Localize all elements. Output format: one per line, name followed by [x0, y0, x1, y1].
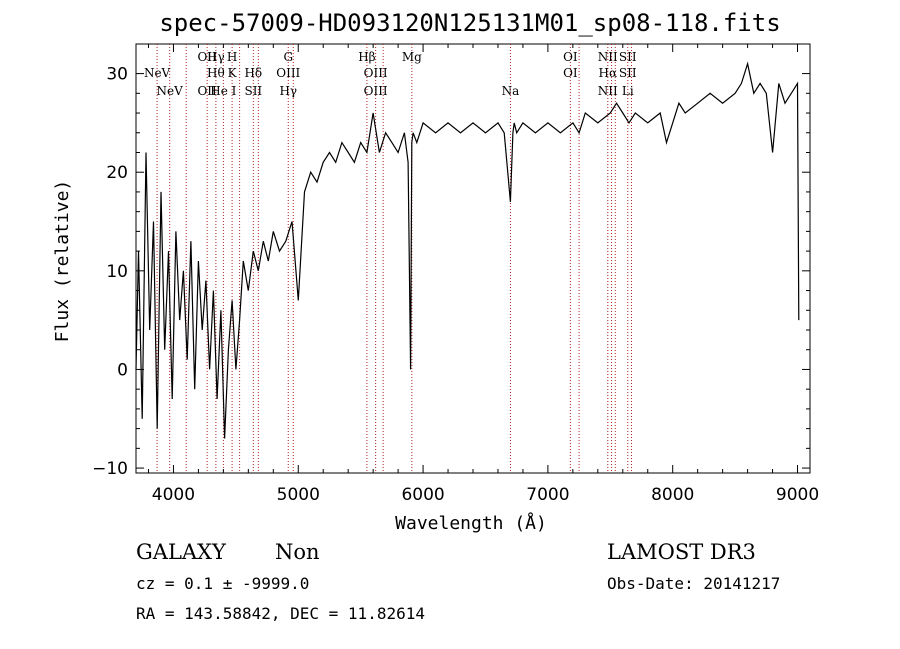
line-label: OIII — [364, 66, 388, 80]
line-label: OI — [563, 66, 578, 80]
line-label: K — [228, 66, 238, 80]
line-label: Hγ — [279, 84, 297, 98]
line-label: OIII — [276, 66, 300, 80]
line-label: Li — [622, 84, 634, 98]
plot-frame — [135, 43, 811, 474]
line-label: OII — [197, 84, 217, 98]
line-label: Hα — [599, 66, 618, 80]
line-label: NeV — [144, 66, 171, 80]
line-label: SII — [619, 66, 637, 80]
redshift-text: cz = 0.1 ± -9999.0 — [136, 574, 309, 593]
line-label: He I — [210, 84, 236, 98]
line-label: OIII — [364, 84, 388, 98]
line-label: Hβ — [358, 50, 375, 64]
x-tick-label: 9000 — [776, 485, 819, 505]
line-label: NII — [598, 84, 618, 98]
y-tick-label: −10 — [92, 459, 128, 479]
object-subclass: Non — [275, 540, 320, 564]
x-axis-label: Wavelength (Å) — [395, 512, 547, 534]
y-tick-label: 0 — [117, 360, 128, 380]
line-label: OI — [563, 50, 578, 64]
spectrum-line — [135, 61, 800, 439]
line-label: Mg — [402, 50, 422, 64]
chart-title: spec-57009-HD093120N125131M01_sp08-118.f… — [159, 9, 780, 37]
coords-text: RA = 143.58842, DEC = 11.82614 — [136, 604, 425, 623]
line-label: NeV — [157, 84, 184, 98]
line-label: SII — [244, 84, 262, 98]
object-class: GALAXY — [136, 540, 227, 564]
line-label: Hδ — [244, 66, 262, 80]
line-label: NII — [598, 50, 618, 64]
survey-name: LAMOST DR3 — [607, 540, 756, 564]
y-axis-label: Flux (relative) — [52, 180, 73, 343]
spectrum-series — [135, 61, 800, 439]
x-tick-label: 8000 — [651, 485, 694, 505]
line-label: SII — [619, 50, 637, 64]
axis-ticks: 4000 5000 6000 7000 8000 9000 −10 0 10 20 30 — [92, 44, 819, 505]
y-tick-label: 30 — [106, 65, 128, 85]
line-label: Na — [502, 84, 520, 98]
line-label: Hγ — [207, 50, 225, 64]
line-label: Hθ — [207, 66, 225, 80]
line-label: OII — [197, 50, 217, 64]
x-tick-label: 7000 — [526, 485, 569, 505]
emission-lines — [156, 44, 633, 473]
x-tick-label: 6000 — [401, 485, 444, 505]
obs-date-text: Obs-Date: 20141217 — [607, 574, 780, 593]
line-label: G — [283, 50, 293, 64]
x-tick-label: 4000 — [152, 485, 195, 505]
y-tick-label: 20 — [106, 163, 128, 183]
line-label: H — [227, 50, 237, 64]
x-tick-label: 5000 — [277, 485, 320, 505]
y-tick-label: 10 — [106, 262, 128, 282]
